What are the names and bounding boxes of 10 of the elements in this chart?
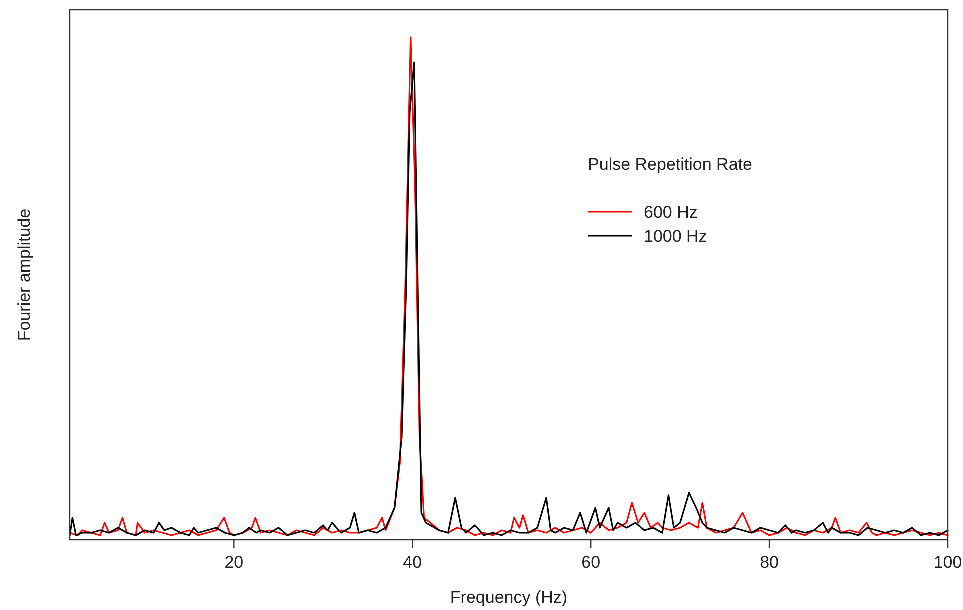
x-tick-label: 80 (760, 553, 780, 572)
legend-label: 1000 Hz (644, 227, 708, 246)
legend-title: Pulse Repetition Rate (588, 155, 752, 174)
x-axis-title: Frequency (Hz) (450, 588, 568, 607)
x-tick-label: 20 (224, 553, 244, 572)
x-tick-label: 100 (934, 553, 962, 572)
x-tick-label: 60 (582, 553, 601, 572)
x-tick-label: 40 (403, 553, 422, 572)
y-axis-title: Fourier amplitude (15, 208, 34, 342)
legend-label: 600 Hz (644, 203, 698, 222)
